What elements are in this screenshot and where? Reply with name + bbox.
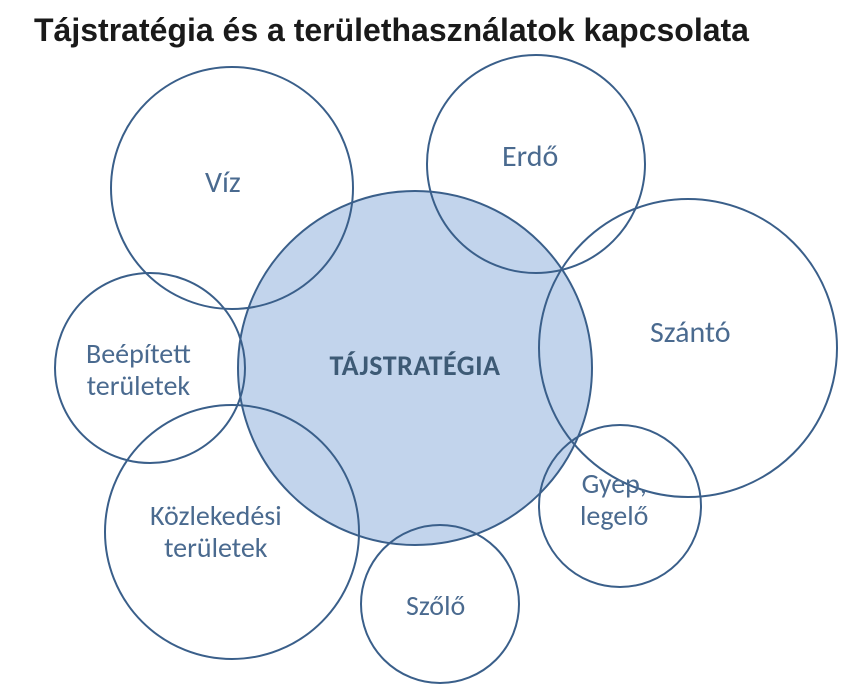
diagram-title: Tájstratégia és a területhasználatok kap…: [34, 12, 749, 49]
circle-szanto-label: Szántó: [650, 316, 731, 351]
circle-viz-label: Víz: [205, 166, 241, 201]
central-label: TÁJSTRATÉGIA: [305, 350, 525, 382]
circle-szolo-label: Szőlő: [406, 590, 465, 622]
circle-gyep-label: Gyep, legelő: [580, 468, 648, 532]
circle-beepitett-label: Beépített területek: [86, 338, 191, 402]
circle-kozlekedesi-label: Közlekedési területek: [150, 500, 282, 564]
circle-erdo-label: Erdő: [502, 140, 558, 175]
